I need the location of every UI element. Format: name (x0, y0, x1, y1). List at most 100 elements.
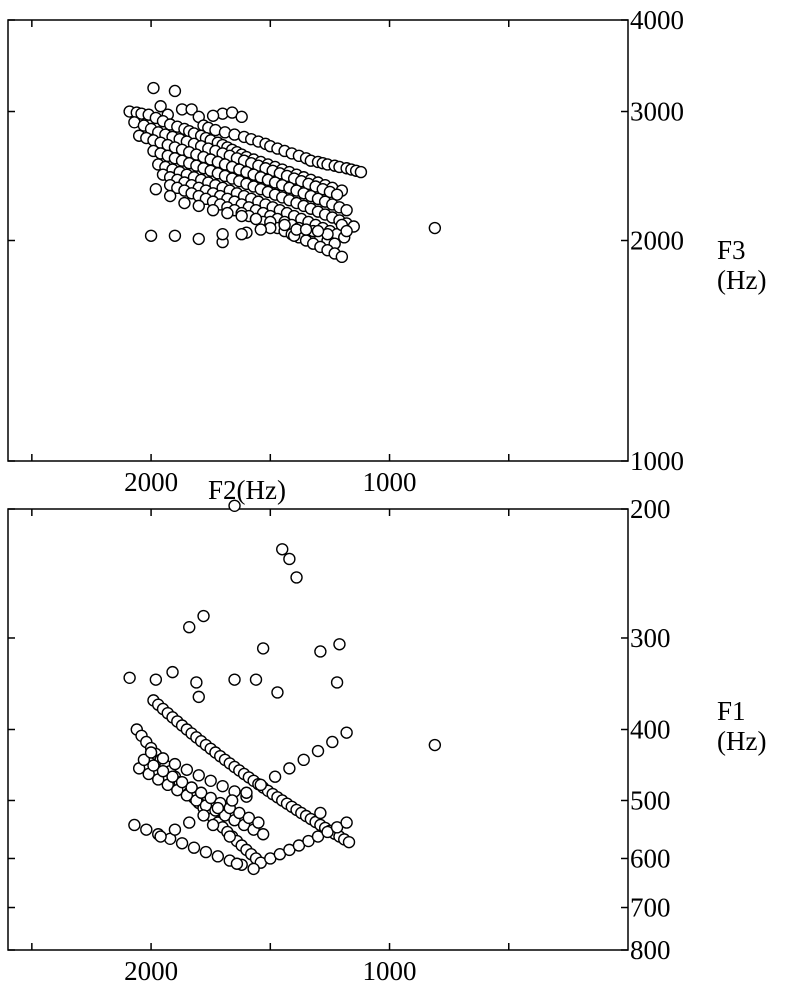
data-point (206, 203, 220, 217)
y-tick-label-0: 4000 (630, 5, 684, 35)
data-point (252, 816, 265, 829)
data-point (335, 250, 349, 264)
data-point (216, 779, 229, 793)
data-point (168, 823, 182, 836)
data-point (192, 769, 205, 782)
data-point (311, 224, 325, 238)
data-point (330, 676, 344, 689)
data-point (128, 818, 141, 832)
x-tick-label-1: 1000 (363, 467, 417, 497)
data-point (199, 845, 213, 859)
data-point (204, 791, 217, 805)
data-point (256, 828, 270, 841)
data-point (204, 774, 217, 788)
data-point (428, 738, 442, 752)
data-point (144, 746, 158, 759)
data-point (428, 221, 442, 235)
data-point (340, 816, 353, 829)
data-point (330, 188, 344, 201)
y-tick-label-2: 2000 (630, 226, 684, 256)
data-point (340, 203, 353, 217)
data-point (249, 212, 263, 226)
data-point (225, 794, 239, 807)
data-point (268, 770, 282, 783)
y-tick-label-0: 200 (630, 494, 671, 524)
top-y-axis-title: F3 (Hz) (717, 235, 766, 295)
data-point (216, 228, 229, 241)
f2-f3-panel: 4000 3000 2000 1000 2000 1000 F2(Hz) F3 (Hz) (7, 5, 766, 505)
data-point (168, 229, 182, 242)
data-point (223, 830, 236, 843)
f2-f1-panel: 200 300 400 500 600 700 800 2000 1000 F1 (Hz) (7, 494, 766, 986)
data-point (256, 642, 270, 655)
data-point (175, 837, 189, 850)
data-point (183, 816, 196, 829)
data-point (311, 744, 325, 758)
data-point (156, 752, 170, 765)
data-point (168, 84, 182, 98)
data-point (192, 690, 205, 704)
data-point (163, 189, 177, 203)
data-point (180, 763, 194, 776)
data-point (233, 806, 246, 820)
data-point (228, 673, 241, 686)
x-tick-label-0: 2000 (124, 956, 178, 986)
data-point (340, 224, 353, 238)
top-y-tick-labels: 4000 3000 2000 1000 (630, 5, 684, 476)
data-point (147, 81, 160, 95)
data-point (192, 232, 205, 246)
data-point (342, 835, 356, 849)
data-point (178, 196, 191, 210)
top-x-axis-title: F2(Hz) (208, 475, 286, 505)
data-point (314, 645, 327, 658)
data-point (240, 786, 253, 799)
data-point (149, 673, 163, 686)
data-point (183, 620, 196, 634)
bottom-y-axis-title: F1 (Hz) (717, 696, 766, 756)
data-point (235, 209, 248, 223)
top-x-tick-labels: 2000 1000 (124, 467, 416, 497)
data-point (283, 762, 296, 775)
data-point (278, 218, 291, 232)
data-point (194, 786, 208, 799)
y-tick-label-1: 300 (630, 623, 671, 653)
data-point (326, 735, 339, 749)
data-point (156, 764, 170, 778)
data-point (333, 638, 346, 651)
data-point (123, 671, 136, 685)
data-point (149, 182, 163, 196)
data-point (187, 841, 201, 854)
data-point (314, 806, 327, 820)
data-point (154, 100, 167, 113)
data-point (140, 823, 153, 836)
data-point (340, 726, 353, 739)
data-point (154, 830, 167, 843)
y-tick-label-4: 600 (630, 843, 671, 873)
y-tick-label-2: 400 (630, 715, 671, 745)
data-point (228, 499, 241, 513)
data-point (190, 676, 203, 689)
top-ticks (8, 19, 628, 462)
data-point (206, 109, 220, 122)
data-point (206, 818, 220, 832)
data-point (147, 759, 160, 772)
bottom-plot-frame (7, 508, 629, 951)
top-points (123, 81, 442, 264)
data-point (137, 753, 151, 767)
data-point (197, 609, 210, 623)
data-point (235, 110, 248, 124)
data-point (211, 850, 225, 863)
y-tick-label-5: 700 (630, 893, 671, 923)
data-point (175, 775, 189, 789)
bottom-y-tick-labels: 200 300 400 500 600 700 800 (630, 494, 671, 965)
data-point (197, 809, 210, 822)
data-point (254, 778, 267, 792)
data-point (247, 862, 260, 876)
x-tick-label-0: 2000 (124, 467, 178, 497)
y-tick-label-3: 1000 (630, 446, 684, 476)
data-point (166, 770, 179, 783)
data-point (192, 199, 205, 213)
data-point (166, 665, 179, 679)
y-tick-label-3: 500 (630, 785, 671, 815)
y-tick-label-6: 800 (630, 935, 671, 965)
